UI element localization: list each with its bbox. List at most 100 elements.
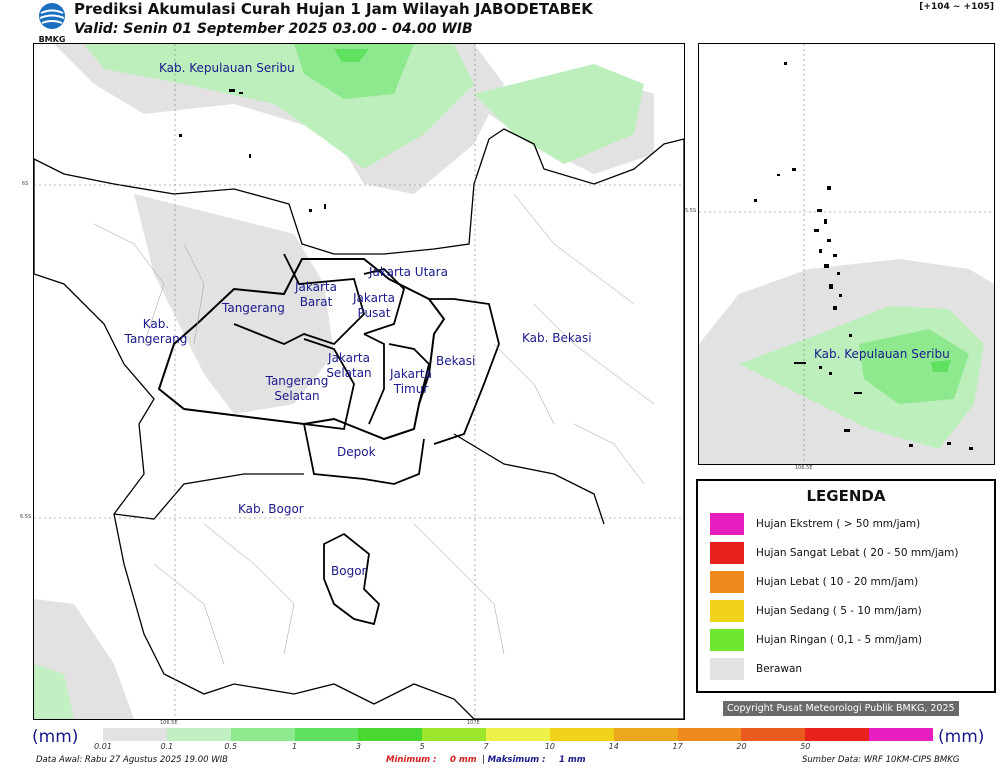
scale-segment [805, 728, 870, 741]
bogor-city-boundary [323, 532, 380, 626]
inset-light-rain-core [859, 329, 969, 404]
scale-segment [677, 728, 742, 741]
legend-item-sangat-lebat: Hujan Sangat Lebat ( 20 - 50 mm/jam) [710, 542, 959, 564]
page-subtitle: Valid: Senin 01 September 2025 03.00 - 0… [74, 21, 473, 37]
scale-tick-label: 1 [291, 742, 298, 751]
district-boundary-1 [233, 253, 366, 346]
legend-panel: LEGENDA Hujan Ekstrem ( > 50 mm/jam) Huj… [696, 479, 996, 693]
legend-label: Hujan Sangat Lebat ( 20 - 50 mm/jam) [756, 547, 959, 559]
legend-label: Hujan Lebat ( 10 - 20 mm/jam) [756, 576, 919, 588]
bekasi-south-boundary [453, 433, 605, 525]
legend-swatch [710, 629, 744, 651]
label-jakarta-barat: Jakarta Barat [295, 280, 337, 309]
scale-tick-label: 17 [672, 742, 683, 751]
scale-tick-label: 14 [608, 742, 619, 751]
depok-boundary [303, 423, 425, 485]
footer-data-awal: Data Awal: Rabu 27 Agustus 2025 19.00 WI… [36, 755, 229, 765]
lon-label-107e: 107E [467, 720, 480, 726]
page-title: Prediksi Akumulasi Curah Hujan 1 Jam Wil… [74, 0, 593, 18]
label-kab-kepulauan-seribu: Kab. Kepulauan Seribu [159, 61, 295, 75]
scale-segment [358, 728, 423, 741]
legend-swatch [710, 513, 744, 535]
scale-segment [741, 728, 806, 741]
label-kab-bogor: Kab. Bogor [238, 502, 304, 516]
district-boundary-3 [303, 338, 355, 430]
label-bogor: Bogor [331, 564, 367, 578]
scale-segment [486, 728, 550, 741]
label-tangerang: Tangerang [222, 301, 285, 315]
district-boundary-2 [363, 268, 406, 335]
scale-segment [869, 728, 933, 741]
graticule [34, 44, 684, 719]
color-scale-bar [103, 728, 933, 741]
legend-title: LEGENDA [806, 487, 886, 505]
lat-label-6s: 6S [22, 181, 29, 187]
scale-segment [422, 728, 487, 741]
lon-label-106-5e: 106.5E [160, 720, 178, 726]
inset-map-seribu[interactable]: 5.5S 106.5E Kab. Kepulauan Seribu [685, 43, 995, 471]
scale-tick-label: 3 [355, 742, 361, 751]
district-boundary-5 [388, 343, 430, 405]
main-map[interactable]: 6S 6.5S 106.5E 107E Kab. Kepulauan Serib… [20, 43, 685, 726]
copyright-badge: Copyright Pusat Meteorologi Publik BMKG,… [723, 701, 959, 716]
scale-tick-label: 10 [544, 742, 556, 751]
maximum-label: Maksimum : [487, 755, 546, 765]
inset-peak [931, 360, 951, 372]
region-outline [34, 128, 684, 719]
scale-unit-left: (mm) [32, 727, 79, 747]
separator: | [481, 755, 485, 765]
light-rain-southwest [34, 664, 74, 719]
light-rain-peak [334, 49, 369, 62]
scale-segment [166, 728, 231, 741]
subdistrict-lines [93, 193, 655, 665]
minimum-value: 0 mm [449, 755, 477, 765]
lat-label-6-5s: 6.5S [20, 514, 32, 520]
legend-swatch [710, 600, 744, 622]
bekasi-boundary [429, 298, 500, 445]
district-boundary-4 [363, 333, 385, 425]
label-jakarta-pusat: Jakarta Pusat [353, 291, 395, 320]
legend-label: Berawan [756, 663, 803, 675]
label-bekasi: Bekasi [436, 354, 476, 368]
legend-label: Hujan Sedang ( 5 - 10 mm/jam) [756, 605, 922, 617]
legend-item-berawan: Berawan [710, 658, 802, 680]
inset-islands [754, 62, 973, 450]
legend-swatch [710, 658, 744, 680]
scale-tick-label: 0.01 [94, 742, 112, 751]
label-depok: Depok [337, 445, 376, 459]
legend-item-ekstrem: Hujan Ekstrem ( > 50 mm/jam) [710, 513, 920, 535]
bmkg-logo: BMKG [39, 3, 66, 44]
light-rain-northeast [474, 64, 644, 164]
jakarta-tangerang-boundary [157, 258, 446, 441]
inset-map-canvas [699, 44, 994, 464]
scale-tick-label: 5 [419, 742, 425, 751]
inset-graticule [699, 44, 994, 464]
inset-label-kab-kepulauan-seribu: Kab. Kepulauan Seribu [814, 347, 950, 361]
label-tangerang-selatan: Tangerang Selatan [265, 374, 329, 403]
minimum-label: Minimum : [386, 755, 437, 765]
inset-lon-label: 106.5E [795, 465, 813, 471]
inset-lat-label: 5.5S [685, 208, 697, 214]
scale-tick-label: 0.1 [160, 742, 174, 751]
label-kab-tangerang: Kab. Tangerang [124, 317, 188, 346]
scale-segment [294, 728, 359, 741]
scale-segment [613, 728, 678, 741]
scale-segment [230, 728, 295, 741]
label-jakarta-utara: Jakarta Utara [369, 265, 448, 279]
main-map-canvas [34, 44, 684, 719]
scale-tick-label: 50 [800, 742, 811, 751]
maximum-value: 1 mm [559, 755, 586, 765]
label-jakarta-selatan: Jakarta Selatan [326, 351, 372, 380]
legend-swatch [710, 542, 744, 564]
legend-label: Hujan Ekstrem ( > 50 mm/jam) [756, 518, 921, 530]
scale-tick-label: 20 [736, 742, 747, 751]
thousand-islands [179, 89, 326, 212]
logo-text: BMKG [39, 35, 66, 44]
scale-segment [549, 728, 614, 741]
scale-segment [103, 728, 167, 741]
legend-item-lebat: Hujan Lebat ( 10 - 20 mm/jam) [710, 571, 918, 593]
cloud-area-tangerang [134, 194, 334, 414]
footer-source: Sumber Data: WRF 10KM-CIPS BMKG [802, 755, 960, 765]
legend-item-sedang: Hujan Sedang ( 5 - 10 mm/jam) [710, 600, 922, 622]
scale-tick-label: 7 [483, 742, 489, 751]
